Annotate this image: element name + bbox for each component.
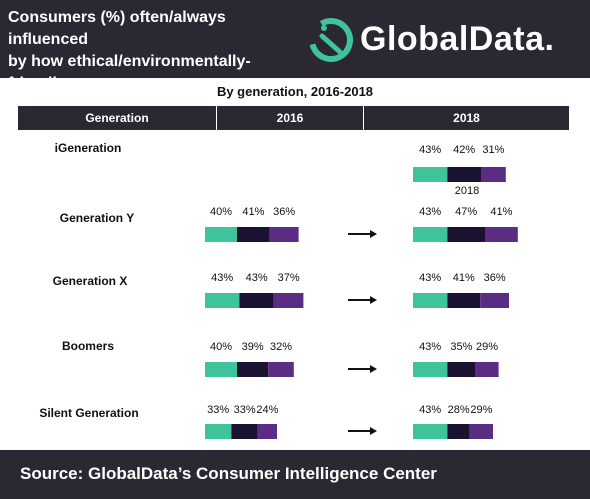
generation-chart: iGeneration 43% 42% 31% Generation Y 40% 41% 36… — [39, 141, 518, 439]
bar-y2016-purple — [273, 293, 304, 308]
data-label-y2016-navy: 39% — [242, 341, 264, 353]
data-label-y2016-purple: 36% — [273, 206, 295, 218]
data-label-y2016-purple: 37% — [278, 272, 300, 284]
arrow-head — [370, 230, 377, 238]
data-label-y2018-teal: 43% — [419, 144, 441, 156]
bar-y2018-teal — [413, 293, 448, 308]
bar-y2018-purple — [475, 362, 499, 377]
arrow-head — [370, 365, 377, 373]
data-label-y2016-teal: 43% — [211, 272, 233, 284]
data-label-y2016-purple: 24% — [256, 404, 278, 416]
data-label-y2018-teal: 43% — [419, 206, 441, 218]
bar-y2018-navy — [447, 293, 481, 308]
bar-y2018-navy — [447, 424, 470, 439]
data-label-y2018-purple: 31% — [482, 144, 504, 156]
logo-wordmark: GlobalData. — [360, 20, 555, 58]
data-label-y2018-navy: 41% — [453, 272, 475, 284]
data-label-y2018-teal: 43% — [419, 341, 441, 353]
footer-banner: Source: GlobalData’s Consumer Intelligen… — [0, 450, 590, 499]
bar-y2016-navy — [239, 293, 274, 308]
data-label-y2018-purple: 29% — [476, 341, 498, 353]
data-label-y2016-teal: 40% — [210, 341, 232, 353]
bar-y2018-teal — [413, 362, 448, 377]
bar-y2018-navy — [447, 362, 476, 377]
row-label: iGeneration — [55, 141, 122, 155]
data-label-y2016-navy: 33% — [234, 404, 256, 416]
data-label-y2018-teal: 43% — [419, 272, 441, 284]
title-line: Consumers (%) often/always influenced — [8, 9, 226, 48]
data-label-y2018-purple: 29% — [470, 404, 492, 416]
year-label-2018: 2018 — [455, 185, 479, 197]
bar-y2018-purple — [485, 227, 518, 242]
bar-y2016-purple — [269, 227, 299, 242]
bar-y2016-teal — [205, 227, 237, 242]
arrow-head — [370, 296, 377, 304]
bar-y2018-navy — [447, 227, 485, 242]
bar-y2016-navy — [231, 424, 258, 439]
data-label-y2016-navy: 41% — [242, 206, 264, 218]
column-header-2016: 2016 — [217, 106, 363, 130]
data-label-y2018-navy: 28% — [448, 404, 470, 416]
data-label-y2016-navy: 43% — [246, 272, 268, 284]
globaldata-logo-icon — [309, 17, 353, 62]
globaldata-logo: GlobalData. — [308, 12, 583, 68]
title-line: by how ethical/environmentally-friendly — [8, 53, 251, 92]
column-header-generation: Generation — [18, 106, 216, 130]
bar-y2018-purple — [480, 293, 509, 308]
row-label: Boomers — [62, 339, 114, 353]
data-label-y2018-navy: 47% — [455, 206, 477, 218]
data-label-y2016-teal: 40% — [210, 206, 232, 218]
bar-y2016-purple — [257, 424, 277, 439]
data-label-y2018-teal: 43% — [419, 404, 441, 416]
bar-y2016-teal — [205, 424, 232, 439]
data-label-y2018-purple: 41% — [490, 206, 512, 218]
bar-y2018-teal — [413, 424, 448, 439]
data-label-y2016-purple: 32% — [270, 341, 292, 353]
bar-y2016-purple — [268, 362, 294, 377]
bar-y2018-purple — [481, 167, 506, 182]
source-note: Source: GlobalData’s Consumer Intelligen… — [20, 464, 437, 483]
bar-y2018-teal — [413, 167, 448, 182]
data-label-y2016-teal: 33% — [207, 404, 229, 416]
bar-y2018-teal — [413, 227, 448, 242]
bar-y2016-teal — [205, 293, 240, 308]
data-label-y2018-purple: 36% — [484, 272, 506, 284]
bar-y2018-purple — [469, 424, 493, 439]
row-label: Generation X — [53, 274, 128, 288]
bar-y2016-navy — [237, 362, 269, 377]
data-label-y2018-navy: 35% — [450, 341, 472, 353]
row-label: Generation Y — [60, 211, 134, 225]
chart-subtitle: By generation, 2016-2018 — [216, 84, 374, 99]
bar-y2018-navy — [447, 167, 481, 182]
arrow-head — [370, 427, 377, 435]
header-banner: Consumers (%) often/always influenced by… — [0, 0, 590, 114]
bar-y2016-teal — [205, 362, 237, 377]
data-label-y2018-navy: 42% — [453, 144, 475, 156]
bar-y2016-navy — [237, 227, 270, 242]
row-label: Silent Generation — [39, 406, 138, 420]
page-title: Consumers (%) often/always influenced by… — [8, 7, 308, 117]
column-header-2018: 2018 — [364, 106, 569, 130]
